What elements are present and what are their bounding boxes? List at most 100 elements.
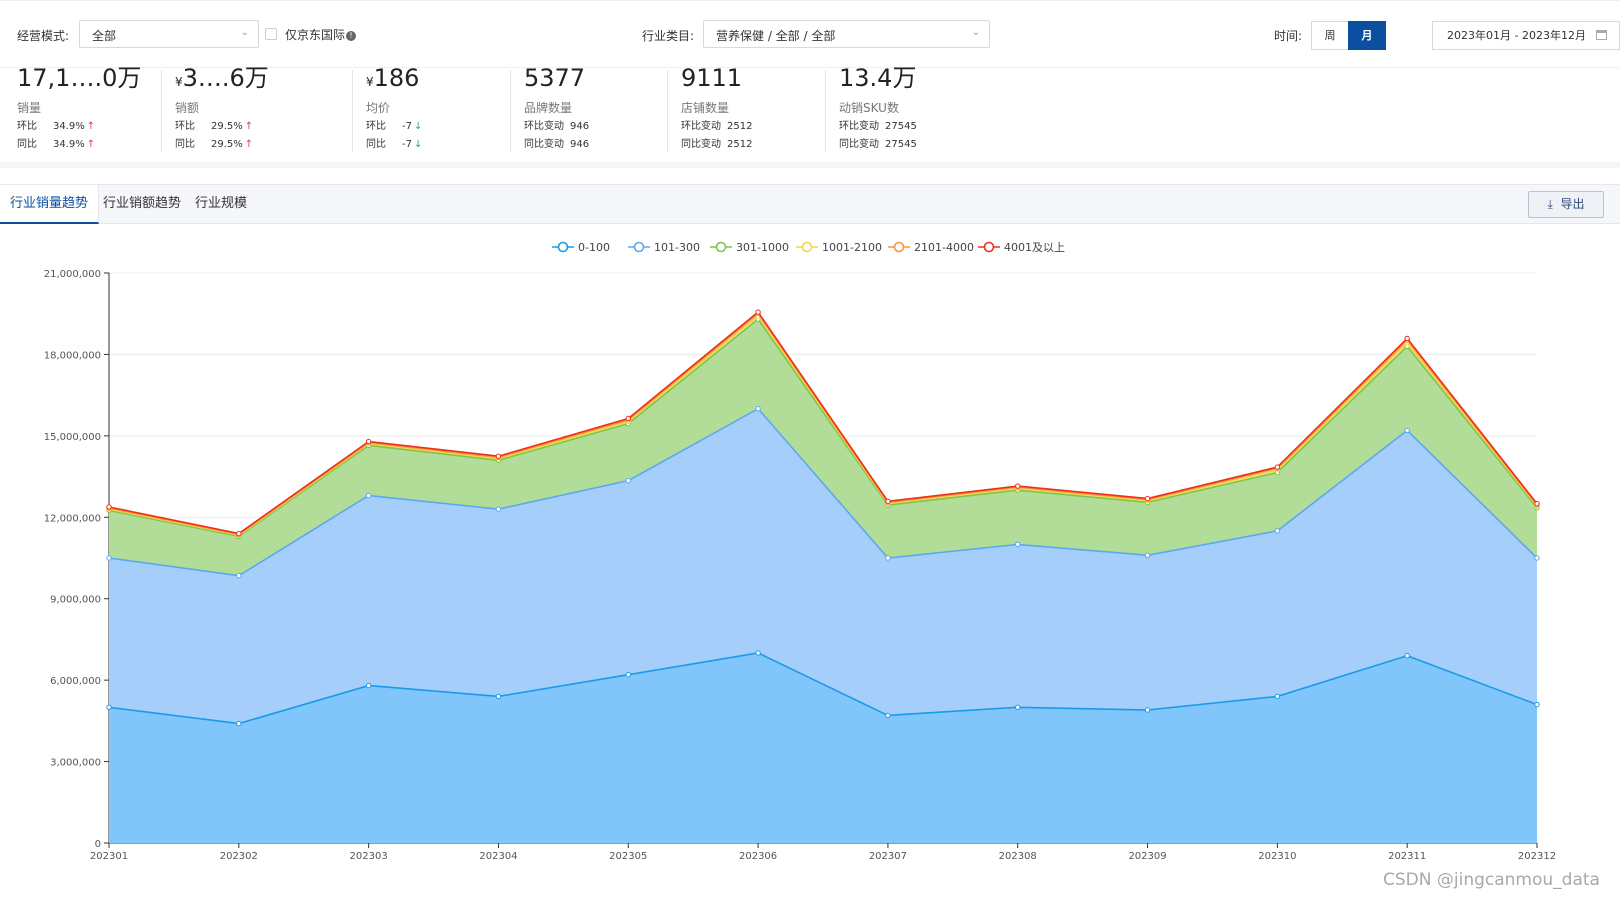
x-tick-label: 202310 (1258, 851, 1296, 862)
data-point (1144, 707, 1151, 713)
x-tick-label: 202309 (1128, 851, 1166, 862)
chevron-down-icon: ⌄ (971, 27, 980, 38)
y-tick-label: 0 (95, 839, 101, 850)
tab-sales-amount-trend[interactable]: 行业销额趋势 (103, 196, 182, 211)
month-button[interactable]: 月 (1348, 21, 1386, 50)
kpi-yoy: 同比 -7 ↓ (366, 139, 423, 150)
x-tick-label: 202307 (869, 851, 907, 862)
data-point (1404, 653, 1410, 659)
export-button[interactable]: ⤓ 导出 (1528, 191, 1604, 218)
legend-label: 301-1000 (736, 241, 789, 254)
week-button[interactable]: 周 (1311, 21, 1349, 50)
series-line-1 (108, 407, 1538, 577)
divider (510, 70, 511, 152)
kpi-value: 13.4万 (839, 64, 917, 92)
calendar-icon (1596, 30, 1607, 40)
x-tick-label: 202302 (220, 851, 258, 862)
data-point (365, 492, 372, 499)
data-point (495, 453, 502, 459)
stacked-area-chart: 0 3,000,000 6,000,000 9,000,000 12,000,000 15… (44, 241, 1556, 862)
y-tick-label: 9,000,000 (50, 595, 101, 606)
x-tick-label: 202305 (609, 851, 647, 862)
download-icon: ⤓ (1547, 197, 1553, 211)
data-point (755, 406, 761, 412)
filter-bar: 经营模式: 全部 ⌄ 仅京东国际! 行业类目: 营养保健 / 全部 / 全部 ⌄… (0, 0, 1620, 68)
series-line-2 (108, 317, 1538, 538)
kpi-yoy: 同比 34.9% ↑ (17, 139, 96, 150)
divider (667, 70, 668, 152)
tab-sales-volume-trend[interactable]: 行业销量趋势 (0, 185, 100, 224)
arrow-up-icon: ↑ (86, 139, 96, 150)
arrow-down-icon: ↓ (413, 139, 423, 150)
data-point (106, 504, 112, 510)
y-tick-label: 21,000,000 (44, 269, 101, 280)
data-point (625, 415, 631, 422)
info-icon[interactable]: ! (346, 31, 357, 41)
kpi-sales-amount: ¥3….6万 销额 环比 29.5% ↑ 同比 29.5% ↑ (175, 64, 345, 152)
kpi-name: 店铺数量 (681, 101, 730, 115)
data-point (625, 477, 631, 484)
legend-marker (633, 241, 645, 253)
data-point (885, 712, 891, 719)
kpi-name: 销量 (17, 101, 42, 115)
data-point (885, 498, 891, 504)
divider (161, 70, 162, 152)
jd-intl-label[interactable]: 仅京东国际! (285, 26, 357, 43)
data-point (1534, 555, 1540, 561)
kpi-value: 5377 (524, 64, 586, 92)
data-point (755, 309, 761, 315)
data-point (236, 720, 242, 727)
jd-intl-text: 仅京东国际 (285, 28, 346, 42)
data-point (1015, 541, 1021, 548)
series-line-3 (108, 314, 1538, 537)
data-point (885, 555, 891, 561)
legend-marker (801, 241, 813, 253)
y-tick-label: 6,000,000 (50, 676, 101, 687)
kpi-value: ¥3….6万 (175, 64, 269, 92)
legend-marker (893, 241, 905, 253)
arrow-up-icon: ↑ (86, 121, 96, 132)
legend-label: 101-300 (654, 241, 700, 254)
arrow-down-icon: ↓ (413, 121, 423, 132)
chart-tabs: 行业销量趋势 行业销额趋势 行业规模 ⤓ 导出 (0, 184, 1620, 224)
mode-select-value: 全部 (92, 29, 117, 43)
date-range-picker[interactable]: 2023年01月 - 2023年12月 (1432, 21, 1620, 50)
jd-intl-checkbox[interactable] (265, 28, 277, 40)
kpi-name: 动销SKU数 (839, 101, 899, 115)
kpi-yoy: 同比 29.5% ↑ (175, 139, 254, 150)
industry-select[interactable]: 营养保健 / 全部 / 全部 ⌄ (703, 20, 990, 48)
kpi-mom: 环比 34.9% ↑ (17, 121, 96, 132)
legend-marker (715, 241, 727, 253)
data-point (1015, 704, 1021, 710)
divider (825, 70, 826, 152)
arrow-up-icon: ↑ (244, 139, 254, 150)
x-tick-label: 202306 (739, 851, 777, 862)
legend-label: 4001及以上 (1004, 241, 1065, 254)
arrow-up-icon: ↑ (244, 121, 254, 132)
kpi-strip: 17,1….0万 销量 环比 34.9% ↑ 同比 34.9% ↑ ¥3….6万 销额 … (0, 64, 1620, 168)
mode-select[interactable]: 全部 ⌄ (79, 20, 259, 48)
data-point (106, 555, 112, 561)
kpi-mom: 环比变动 27545 (839, 121, 917, 132)
kpi-yoy: 同比变动 27545 (839, 139, 917, 150)
area-0 (109, 653, 1537, 843)
kpi-name: 均价 (366, 101, 391, 115)
chevron-down-icon: ⌄ (240, 27, 249, 38)
series-line-5 (108, 310, 1538, 535)
y-tick-label: 12,000,000 (44, 513, 101, 524)
data-point (755, 650, 761, 656)
data-point (1015, 483, 1021, 489)
x-tick-label: 202311 (1388, 851, 1426, 862)
kpi-name: 品牌数量 (524, 101, 573, 115)
data-point (365, 438, 372, 445)
kpi-brand-count: 5377 品牌数量 环比变动 946 同比变动 946 (524, 64, 664, 152)
kpi-shop-count: 9111 店铺数量 环比变动 2512 同比变动 2512 (681, 64, 821, 152)
tab-industry-scale[interactable]: 行业规模 (195, 196, 248, 211)
data-point (1144, 495, 1151, 502)
area-2 (109, 319, 1537, 576)
series-line-0 (108, 652, 1538, 725)
date-range-value: 2023年01月 - 2023年12月 (1447, 29, 1586, 42)
kpi-value: ¥186 (366, 64, 420, 92)
data-point (495, 506, 502, 512)
legend-marker (983, 241, 995, 253)
